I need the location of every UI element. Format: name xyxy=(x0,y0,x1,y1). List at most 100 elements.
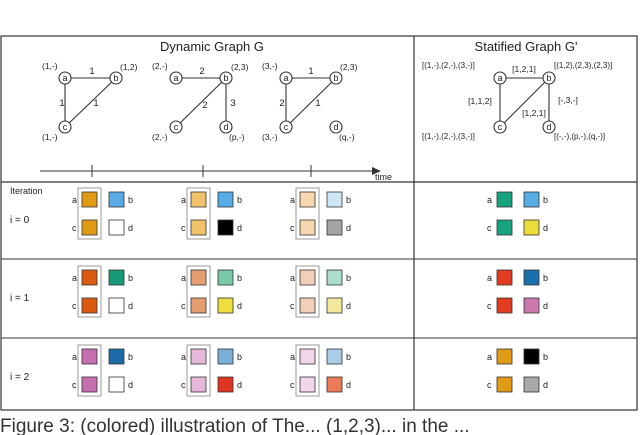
graph-node-letter: c xyxy=(284,122,289,132)
node-embedding-swatch-a xyxy=(81,348,98,365)
graph-edge xyxy=(175,77,227,128)
swatch-node-letter: c xyxy=(181,301,186,311)
node-embedding-swatch-d xyxy=(523,376,540,393)
node-embedding-swatch-c xyxy=(81,376,98,393)
swatch-node-letter: b xyxy=(543,195,548,205)
node-embedding-swatch-a xyxy=(81,269,98,286)
swatch-node-letter: d xyxy=(237,380,242,390)
graph-node-label: (1,2) xyxy=(120,62,138,72)
node-embedding-swatch-c xyxy=(190,376,207,393)
swatch-node-letter: d xyxy=(543,301,548,311)
graph-node xyxy=(279,120,293,134)
swatch-group-i0-t2: a c b d xyxy=(181,187,242,240)
node-embedding-swatch-b xyxy=(108,191,125,208)
swatch-frame xyxy=(295,265,320,318)
graph-edge xyxy=(64,77,117,128)
iteration-title: Iteration xyxy=(10,186,43,196)
graph-node xyxy=(329,71,343,85)
node-embedding-swatch-b xyxy=(523,191,540,208)
swatch-node-letter: a xyxy=(487,352,492,362)
time-axis-arrow xyxy=(372,167,381,175)
node-embedding-swatch-b xyxy=(108,269,125,286)
swatch-node-letter: d xyxy=(346,223,351,233)
swatch-node-letter: c xyxy=(487,380,492,390)
graph-node xyxy=(58,71,72,85)
swatch-node-letter: c xyxy=(72,223,77,233)
node-embedding-swatch-b xyxy=(326,348,343,365)
graph-node xyxy=(109,71,123,85)
swatch-node-letter: c xyxy=(290,380,295,390)
dynamic-snapshot-3: 1 2 1 a (3,-) b(2,3) c (3,-) d(q,-) xyxy=(262,61,358,142)
swatch-node-letter: d xyxy=(346,380,351,390)
swatch-node-letter: d xyxy=(237,223,242,233)
node-embedding-swatch-d xyxy=(217,376,234,393)
swatch-group-i2-t2: a c b d xyxy=(181,344,242,397)
graph-node-label: (2,3) xyxy=(340,62,358,72)
graph-node-label: (3,-) xyxy=(262,61,278,71)
graphs-layer: 11 1a(1,-)b(1,2)c(1,-)22 3a(2,-)b(2,3)c(2,… xyxy=(42,61,612,142)
graph-node xyxy=(169,71,183,85)
static-graph: [1,2,1] [1,1,2] [1,2,1] [-,3,-] a [(1,-),(2,-… xyxy=(422,61,612,141)
swatch-node-letter: a xyxy=(290,273,295,283)
graph-node-letter: c xyxy=(498,122,503,132)
graph-node-label: [(1,-),(2,-),(3,-)] xyxy=(422,61,475,70)
node-embedding-swatch-a xyxy=(81,191,98,208)
graph-node-letter: c xyxy=(63,122,68,132)
node-embedding-swatch-d xyxy=(523,219,540,236)
swatch-node-letter: d xyxy=(346,301,351,311)
graph-node xyxy=(58,120,72,134)
swatch-group-i1-t4: a c b d xyxy=(487,269,548,314)
swatch-node-letter: b xyxy=(128,195,133,205)
graph-node-letter: b xyxy=(333,73,338,83)
graph-node-label: [(-,-),(p,-),(q,-)] xyxy=(554,132,605,141)
swatch-node-letter: d xyxy=(543,223,548,233)
swatch-node-letter: c xyxy=(181,223,186,233)
graph-edge xyxy=(499,77,550,128)
edge-label: 1 xyxy=(308,66,313,77)
swatch-node-letter: b xyxy=(128,273,133,283)
node-embedding-swatch-a xyxy=(496,269,513,286)
node-embedding-swatch-b xyxy=(326,269,343,286)
swatch-node-letter: d xyxy=(128,223,133,233)
swatch-frame xyxy=(186,344,211,397)
edge-label: 2 xyxy=(279,98,284,109)
node-embedding-swatch-d xyxy=(108,219,125,236)
swatch-node-letter: b xyxy=(346,195,351,205)
node-embedding-swatch-c xyxy=(299,297,316,314)
node-embedding-swatch-b xyxy=(217,269,234,286)
time-axis: time xyxy=(40,165,392,182)
swatch-frame xyxy=(295,344,320,397)
node-embedding-swatch-b xyxy=(326,191,343,208)
node-embedding-swatch-d xyxy=(326,219,343,236)
swatch-node-letter: a xyxy=(72,195,77,205)
edge-label: 1 xyxy=(315,98,320,109)
swatch-group-i1-t3: a c b d xyxy=(290,265,351,318)
swatch-node-letter: b xyxy=(237,352,242,362)
node-embedding-swatch-c xyxy=(299,376,316,393)
swatch-frame xyxy=(77,344,102,397)
node-embedding-swatch-d xyxy=(326,376,343,393)
node-embedding-swatch-b xyxy=(108,348,125,365)
edge-label: [1,2,1] xyxy=(522,108,546,118)
graph-node-letter: d xyxy=(546,122,551,132)
swatch-node-letter: a xyxy=(181,352,186,362)
edge-label: 2 xyxy=(199,66,204,77)
graph-node-label: (2,-) xyxy=(152,61,168,71)
swatch-node-letter: c xyxy=(290,223,295,233)
swatch-node-letter: b xyxy=(346,352,351,362)
node-embedding-swatch-a xyxy=(496,191,513,208)
iteration-label-2: i = 2 xyxy=(10,372,30,383)
swatch-frame xyxy=(295,187,320,240)
swatch-group-i0-t1: a c b d xyxy=(72,187,133,240)
dynamic-snapshot-2: 2 2 3 a (2,-) b(2,3) c (2,-) d(p,-) xyxy=(152,61,249,142)
node-embedding-swatch-a xyxy=(190,191,207,208)
graph-node-letter: a xyxy=(283,73,288,83)
iteration-label-1: i = 1 xyxy=(10,293,30,304)
graph-node-letter: d xyxy=(333,122,338,132)
swatch-node-letter: b xyxy=(543,352,548,362)
swatch-group-i2-t3: a c b d xyxy=(290,344,351,397)
graph-node-letter: b xyxy=(223,73,228,83)
node-embedding-swatch-d xyxy=(326,297,343,314)
swatch-node-letter: b xyxy=(237,195,242,205)
